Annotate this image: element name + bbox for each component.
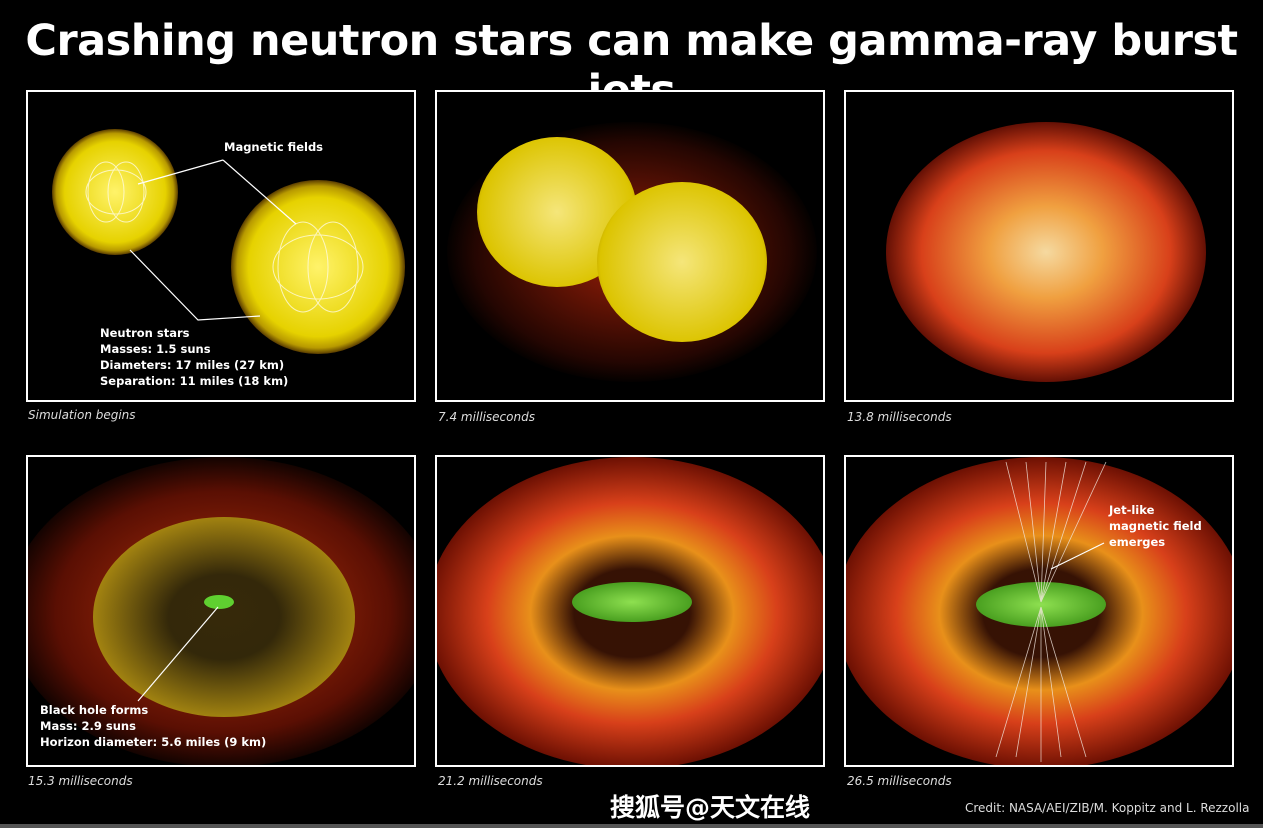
neutron-stars-separation: Separation: 11 miles (18 km) (100, 374, 289, 388)
neutron-star-right (597, 182, 767, 342)
caption: 13.8 milliseconds (847, 410, 952, 424)
jet-label-line1: Jet-like (1109, 503, 1155, 517)
label-magnetic-fields: Magnetic fields (224, 140, 324, 154)
caption: 15.3 milliseconds (28, 774, 133, 788)
neutron-stars-diameter: Diameters: 17 miles (27 km) (100, 358, 285, 372)
label-jet: Jet-like magnetic field emerges (1109, 502, 1202, 550)
watermark: 搜狐号@天文在线 (610, 793, 811, 822)
black-hole-disk (204, 595, 234, 609)
panel-7-4-ms (435, 90, 825, 402)
neutron-stars-heading: Neutron stars (100, 326, 190, 340)
panel-simulation-begins: Magnetic fields Neutron stars Masses: 1.… (26, 90, 416, 402)
caption: Simulation begins (28, 408, 136, 422)
black-hole-heading: Black hole forms (40, 703, 149, 717)
label-black-hole: Black hole forms Mass: 2.9 suns Horizon … (40, 702, 266, 750)
panel-26-5-ms: Jet-like magnetic field emerges (844, 455, 1234, 767)
neutron-star-right (231, 180, 405, 354)
jet-label-line2: magnetic field (1109, 519, 1202, 533)
callout-lines (129, 159, 297, 321)
caption: 7.4 milliseconds (438, 410, 535, 424)
caption: 21.2 milliseconds (438, 774, 543, 788)
neutron-stars-mass: Masses: 1.5 suns (100, 342, 211, 356)
neutron-star-left (52, 129, 178, 255)
credit-line: Credit: NASA/AEI/ZIB/M. Koppitz and L. R… (965, 801, 1250, 815)
accretion-disk (572, 582, 692, 622)
merged-plasma-cloud (886, 122, 1206, 382)
callout-line (1050, 542, 1105, 570)
black-hole-mass: Mass: 2.9 suns (40, 719, 136, 733)
label-neutron-stars: Neutron stars Masses: 1.5 suns Diameters… (100, 325, 288, 389)
jet-field-lines (995, 461, 1107, 762)
caption: 26.5 milliseconds (847, 774, 952, 788)
panel-15-3-ms: Black hole forms Mass: 2.9 suns Horizon … (26, 455, 416, 767)
jet-label-line3: emerges (1109, 535, 1166, 549)
magnetic-field-lines (85, 161, 364, 313)
torus (93, 517, 355, 717)
panel-21-2-ms (435, 455, 825, 767)
black-hole-horizon: Horizon diameter: 5.6 miles (9 km) (40, 735, 267, 749)
bottom-divider (0, 824, 1263, 828)
callout-line (137, 606, 219, 702)
panel-13-8-ms (844, 90, 1234, 402)
neutron-stars-illustration (52, 129, 405, 354)
